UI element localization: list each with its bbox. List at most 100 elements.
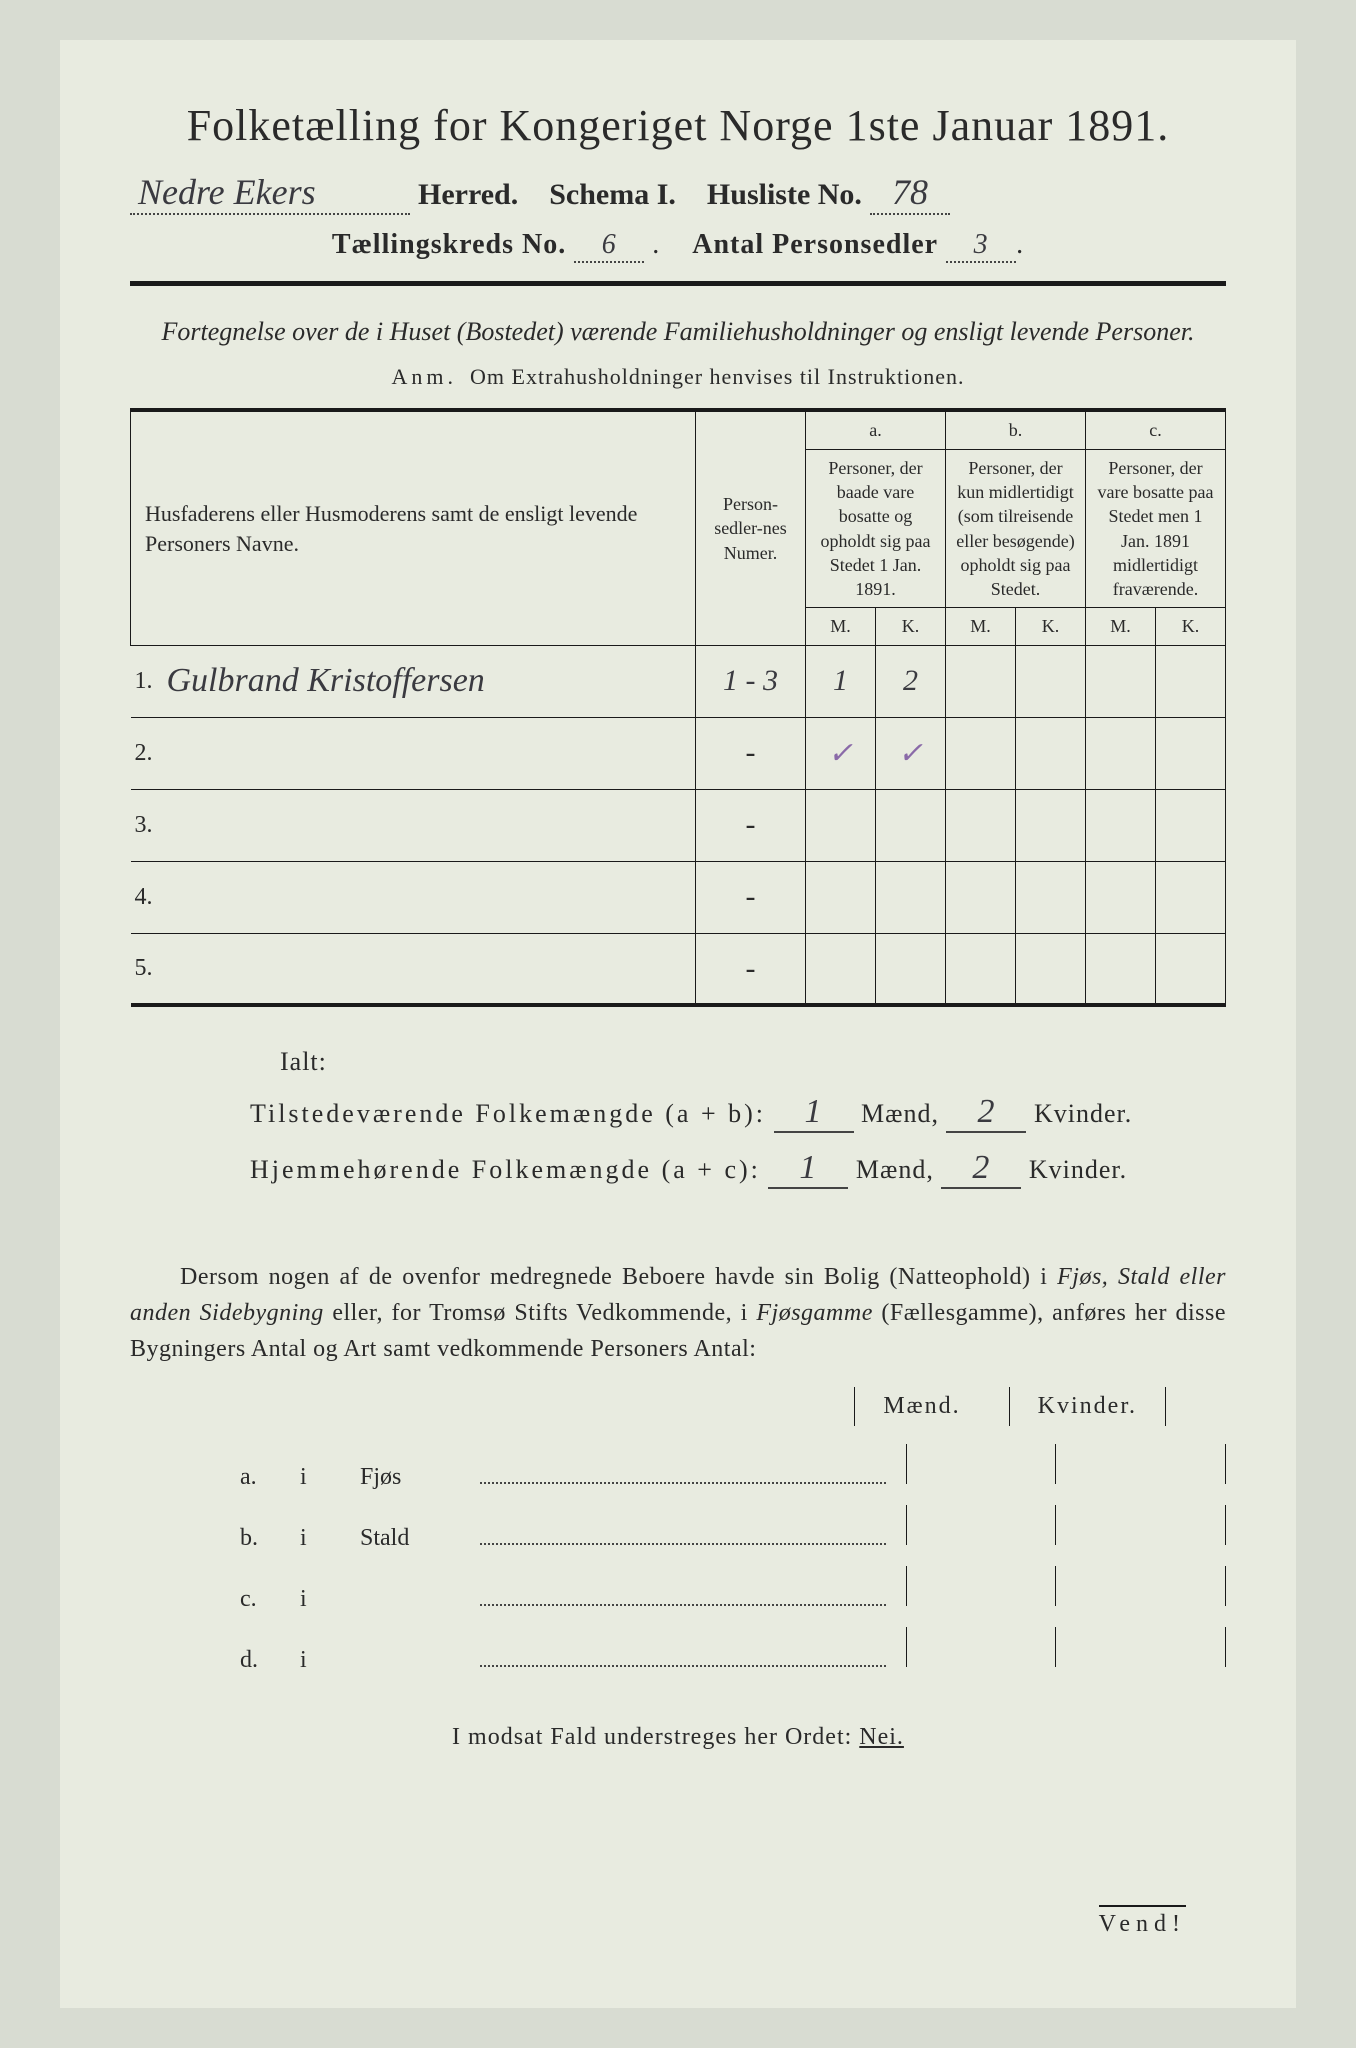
table-row: 3. -: [131, 789, 1226, 861]
row-numer: 1 - 3: [696, 645, 806, 717]
row-c-m: [1086, 789, 1156, 861]
item-i: i: [300, 1525, 360, 1552]
row-b-k: [1016, 933, 1086, 1005]
col-c-k: K.: [1156, 608, 1226, 645]
tilstede-row: Tilstedeværende Folkemængde (a + b): 1 M…: [250, 1093, 1226, 1133]
maend-label-2: Mænd,: [856, 1155, 934, 1184]
ialt-label: Ialt:: [280, 1047, 1226, 1077]
list-item: c. i: [240, 1566, 1226, 1613]
census-table: Husfaderens eller Husmoderens samt de en…: [130, 408, 1226, 1007]
bottom-note: I modsat Fald understreges her Ordet: Ne…: [130, 1724, 1226, 1751]
form-subtitle: Fortegnelse over de i Huset (Bostedet) v…: [130, 314, 1226, 350]
mk-header-row: Mænd. Kvinder.: [130, 1387, 1226, 1426]
item-i: i: [300, 1586, 360, 1613]
row-c-m: [1086, 717, 1156, 789]
header-line-1: Nedre Ekers Herred. Schema I. Husliste N…: [130, 171, 1226, 215]
item-word: Fjøs: [360, 1464, 480, 1491]
row-name: Gulbrand Kristoffersen: [161, 645, 696, 717]
row-c-m: [1086, 645, 1156, 717]
kvinder-label-2: Kvinder.: [1029, 1155, 1127, 1184]
col-a-m: M.: [806, 608, 876, 645]
table-row: 4. -: [131, 861, 1226, 933]
row-a-m: [806, 789, 876, 861]
list-item: b. i Stald: [240, 1505, 1226, 1552]
col-c-desc: Personer, der vare bosatte paa Stedet me…: [1086, 449, 1226, 608]
item-i: i: [300, 1647, 360, 1674]
m-cell: [906, 1566, 1056, 1606]
tilstede-label: Tilstedeværende Folkemængde (a + b):: [250, 1099, 766, 1128]
row-a-m: [806, 861, 876, 933]
bottom-note-word: Nei.: [859, 1724, 904, 1750]
husliste-label: Husliste No.: [707, 178, 862, 212]
row-a-m: 1: [806, 645, 876, 717]
census-form-page: Folketælling for Kongeriget Norge 1ste J…: [60, 40, 1296, 2008]
tkreds-label: Tællingskreds No.: [332, 229, 566, 260]
kvinder-col-header: Kvinder.: [1009, 1387, 1166, 1426]
row-num: 5.: [131, 933, 161, 1005]
row-a-k: ✓: [876, 717, 946, 789]
col-a-label: a.: [806, 410, 946, 449]
k-cell: [1056, 1505, 1226, 1545]
tilstede-k: 2: [946, 1093, 1026, 1133]
row-b-m: [946, 717, 1016, 789]
k-cell: [1056, 1566, 1226, 1606]
anm-label: Anm.: [392, 364, 458, 389]
row-name: [161, 717, 696, 789]
row-numer: -: [696, 789, 806, 861]
tkreds-no-field: 6: [574, 229, 644, 263]
col-header-numer: Person-sedler-nes Numer.: [696, 410, 806, 645]
col-b-label: b.: [946, 410, 1086, 449]
kvinder-label: Kvinder.: [1034, 1099, 1132, 1128]
census-table-body: 1. Gulbrand Kristoffersen 1 - 3 1 2 2. -…: [131, 645, 1226, 1005]
row-c-m: [1086, 933, 1156, 1005]
item-i: i: [300, 1464, 360, 1491]
item-letter: c.: [240, 1586, 300, 1613]
page-title: Folketælling for Kongeriget Norge 1ste J…: [130, 100, 1226, 151]
totals-block: Ialt: Tilstedeværende Folkemængde (a + b…: [250, 1047, 1226, 1189]
item-letter: a.: [240, 1464, 300, 1491]
vend-label: Vend!: [1099, 1905, 1186, 1938]
row-a-k: [876, 933, 946, 1005]
row-name: [161, 933, 696, 1005]
col-b-m: M.: [946, 608, 1016, 645]
hjemme-row: Hjemmehørende Folkemængde (a + c): 1 Mæn…: [250, 1149, 1226, 1189]
dotted-line: [480, 1470, 886, 1484]
row-num: 4.: [131, 861, 161, 933]
herred-name-field: Nedre Ekers: [130, 171, 410, 215]
row-b-m: [946, 861, 1016, 933]
maend-col-header: Mænd.: [854, 1387, 988, 1426]
table-row: 1. Gulbrand Kristoffersen 1 - 3 1 2: [131, 645, 1226, 717]
schema-label: Schema I.: [549, 178, 676, 212]
m-cell: [906, 1627, 1056, 1667]
instruction-paragraph: Dersom nogen af de ovenfor medregnede Be…: [130, 1259, 1226, 1367]
husliste-no-field: 78: [870, 171, 950, 215]
col-b-k: K.: [1016, 608, 1086, 645]
row-name: [161, 789, 696, 861]
item-letter: d.: [240, 1647, 300, 1674]
anm-text: Om Extrahusholdninger henvises til Instr…: [470, 364, 964, 389]
col-a-desc: Personer, der baade vare bosatte og opho…: [806, 449, 946, 608]
row-a-k: 2: [876, 645, 946, 717]
m-cell: [906, 1444, 1056, 1484]
row-numer: -: [696, 933, 806, 1005]
row-a-k: [876, 861, 946, 933]
row-num: 3.: [131, 789, 161, 861]
list-item: d. i: [240, 1627, 1226, 1674]
personsedler-label: Antal Personsedler: [692, 229, 938, 260]
maend-label: Mænd,: [861, 1099, 939, 1128]
divider-thick: [130, 281, 1226, 286]
row-b-m: [946, 645, 1016, 717]
k-cell: [1056, 1444, 1226, 1484]
header-line-2: Tællingskreds No. 6 . Antal Personsedler…: [130, 229, 1226, 263]
table-row: 5. -: [131, 933, 1226, 1005]
col-c-label: c.: [1086, 410, 1226, 449]
anm-line: Anm. Om Extrahusholdninger henvises til …: [130, 364, 1226, 390]
row-b-k: [1016, 717, 1086, 789]
row-num: 1.: [131, 645, 161, 717]
row-a-m: [806, 933, 876, 1005]
row-c-k: [1156, 717, 1226, 789]
dotted-line: [480, 1592, 886, 1606]
row-c-k: [1156, 645, 1226, 717]
row-name: [161, 861, 696, 933]
dotted-line: [480, 1531, 886, 1545]
